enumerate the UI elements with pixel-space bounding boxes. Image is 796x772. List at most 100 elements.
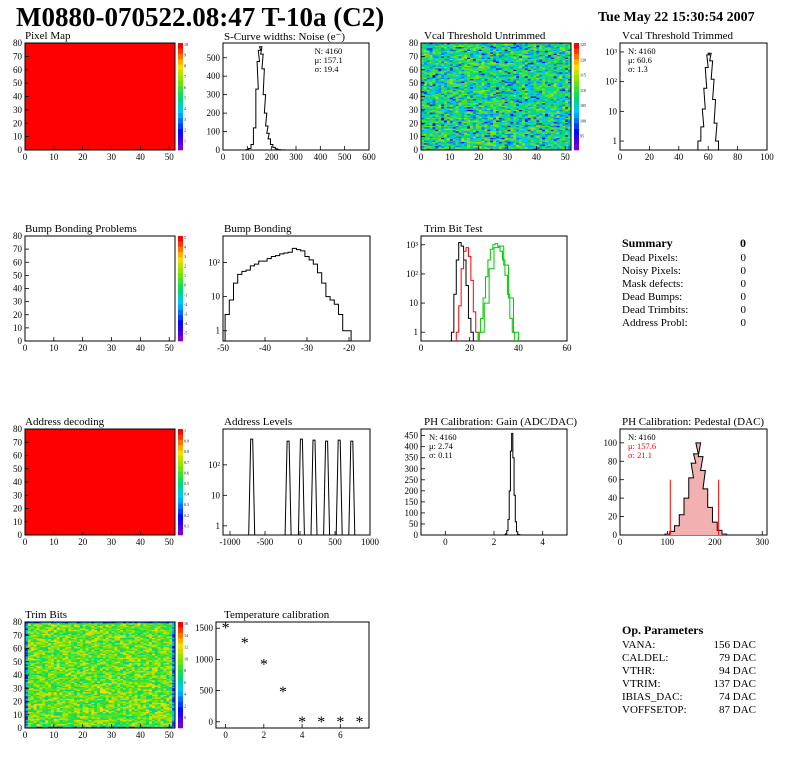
address-decoding-palette-label: 0.1 <box>184 523 189 528</box>
summary-value: 0 <box>740 278 747 290</box>
pixel-map-xtick-label: 40 <box>136 152 146 162</box>
op-parameters-panel: Op. Parameters VANA: 156 DAC CALDEL: 79 DAC… <box>622 623 756 717</box>
scurve-noise-xtick-label: 600 <box>362 152 376 162</box>
trim-bits-ytick-label: 20 <box>13 697 23 707</box>
vcal-trimmed-ytick-label: 1 <box>613 136 618 146</box>
scurve-noise-title: S-Curve widths: Noise (e⁻) <box>224 31 345 43</box>
vcal-untrimmed-xtick-label: 50 <box>561 152 571 162</box>
temp-calibration-point: * <box>336 714 344 731</box>
trim-bits-xtick-label: 0 <box>23 730 28 740</box>
trim-bits-ytick-label: 0 <box>18 723 23 733</box>
address-decoding-palette: 0.1 0.2 0.3 0.4 0.5 0.6 0.7 0.8 0.9 1 <box>178 428 189 536</box>
ph-gain-xtick-label: 0 <box>443 537 448 547</box>
param-row: VTHR: 94 DAC <box>622 665 756 678</box>
bump-problems-palette-label: -5 <box>184 330 187 335</box>
op-parameters-title: Op. Parameters <box>622 623 704 637</box>
vcal-untrimmed-title: Vcal Threshold Untrimmed <box>424 30 546 42</box>
ph-pedestal-axes: 0 100 200 300 0 20 40 60 80 100 <box>604 438 770 547</box>
address-decoding-xtick-label: 30 <box>107 537 117 547</box>
pixel-map-xtick-label: 30 <box>107 152 117 162</box>
address-decoding-palette-label: 0.4 <box>184 492 189 497</box>
trim-bits-ytick-label: 70 <box>13 630 23 640</box>
temp-calibration-point: * <box>260 656 268 673</box>
date-stamp: Tue May 22 15:30:54 2007 <box>598 10 755 25</box>
vcal-trimmed-xtick-label: 40 <box>674 152 684 162</box>
temp-calibration-ytick-label: 1500 <box>195 623 214 633</box>
address-decoding-palette-label: 0.9 <box>184 439 189 444</box>
param-row: IBIAS_DAC: 74 DAC <box>622 691 756 704</box>
trim-bit-test-title: Trim Bit Test <box>424 223 483 235</box>
vcal-untrimmed-xtick-label: 40 <box>532 152 542 162</box>
bump-problems-palette-label: 3 <box>184 254 186 259</box>
param-value: 156 DAC <box>713 639 756 651</box>
ph-gain-xtick-label: 4 <box>540 537 545 547</box>
summary-title: Summary <box>622 236 673 250</box>
bump-bonding-frame <box>222 235 371 342</box>
trim-bits-xtick-label: 10 <box>49 730 59 740</box>
address-levels-peak <box>297 438 305 536</box>
bump-problems-frame <box>24 235 176 342</box>
pixel-map-ytick-label: 40 <box>13 92 23 102</box>
scurve-noise-ytick-label: 0 <box>216 145 221 155</box>
scurve-noise-ytick-label: 500 <box>207 53 221 63</box>
bump-problems-xtick-label: 20 <box>78 343 88 353</box>
scurve-noise-xtick-label: 400 <box>314 152 328 162</box>
bump-bonding-xtick-label: -30 <box>301 343 313 353</box>
address-decoding-palette-label: 0.2 <box>184 513 189 518</box>
bump-bonding-title: Bump Bonding <box>224 223 292 235</box>
vcal-trimmed-xtick-label: 0 <box>618 152 623 162</box>
ph-pedestal-stat: σ: 21.1 <box>628 450 652 460</box>
pixel-map-ytick-label: 0 <box>18 145 23 155</box>
pixel-map-palette-label: 10 <box>184 42 188 47</box>
ph-gain-ytick-label: 250 <box>405 475 419 485</box>
param-value: 79 DAC <box>719 652 756 664</box>
ph-pedestal-title: PH Calibration: Pedestal (DAC) <box>622 416 765 428</box>
bump-problems-ytick-label: 60 <box>13 257 23 267</box>
trim-bits-palette-label: 16 <box>184 621 188 626</box>
bump-problems-title: Bump Bonding Problems <box>25 223 137 235</box>
address-decoding-ytick-label: 20 <box>13 504 23 514</box>
pixel-map-cells <box>25 43 175 150</box>
bump-bonding-xtick-label: -40 <box>259 343 271 353</box>
param-value: 137 DAC <box>713 678 756 690</box>
address-decoding-xtick-label: 0 <box>23 537 28 547</box>
address-decoding-ytick-label: 50 <box>13 464 23 474</box>
ph-pedestal-series <box>664 442 728 535</box>
bump-problems-palette-label: -4 <box>184 321 187 326</box>
summary-label: Noisy Pixels: <box>622 265 681 277</box>
bump-problems-ytick-label: 30 <box>13 297 23 307</box>
vcal-untrimmed-ytick-label: 80 <box>409 38 419 48</box>
bump-problems-ytick-label: 0 <box>18 336 23 346</box>
address-decoding-cells <box>25 429 175 535</box>
ph-gain-ytick-label: 300 <box>405 464 419 474</box>
trim-bits-ytick-label: 40 <box>13 670 23 680</box>
vcal-untrimmed-xtick-label: 0 <box>419 152 424 162</box>
trim-bits-ytick-label: 80 <box>13 617 23 627</box>
address-levels-peak <box>323 440 331 536</box>
ph-pedestal-ytick-label: 40 <box>608 493 618 503</box>
bump-problems-ytick-label: 50 <box>13 270 23 280</box>
trim-bits-palette-label: 0 <box>184 715 186 720</box>
scurve-noise-series <box>243 46 290 151</box>
trim-bits-palette-label: 12 <box>184 645 188 650</box>
address-decoding-ytick-label: 30 <box>13 490 23 500</box>
temp-calibration-title: Temperature calibration <box>224 609 330 621</box>
trim-bit-test-series-0 <box>450 241 474 341</box>
address-decoding-ytick-label: 60 <box>13 451 23 461</box>
vcal-untrimmed-ytick-label: 60 <box>409 65 419 75</box>
trim-bits-xtick-label: 20 <box>78 730 88 740</box>
address-levels-xtick-label: 500 <box>328 537 342 547</box>
address-levels-xtick-label: 0 <box>298 537 303 547</box>
vcal-untrimmed-palette: 95 100 105 110 115 120 125 <box>574 42 586 151</box>
address-decoding-xtick-label: 40 <box>136 537 146 547</box>
pixel-map-palette-label: 5 <box>184 96 186 101</box>
address-levels-ytick-label: 10² <box>208 460 220 470</box>
ph-gain-ytick-label: 100 <box>405 508 419 518</box>
temp-calibration-plot: 0 2 4 6 0 500 1000 1500 * * * * * * * * <box>195 620 370 740</box>
ph-gain-series <box>503 432 521 536</box>
ph-gain-ytick-label: 0 <box>414 530 419 540</box>
pixel-map-xtick-label: 0 <box>23 152 28 162</box>
ph-pedestal-xtick-label: 300 <box>756 537 770 547</box>
bump-bonding-ytick-label: 1 <box>216 326 221 336</box>
